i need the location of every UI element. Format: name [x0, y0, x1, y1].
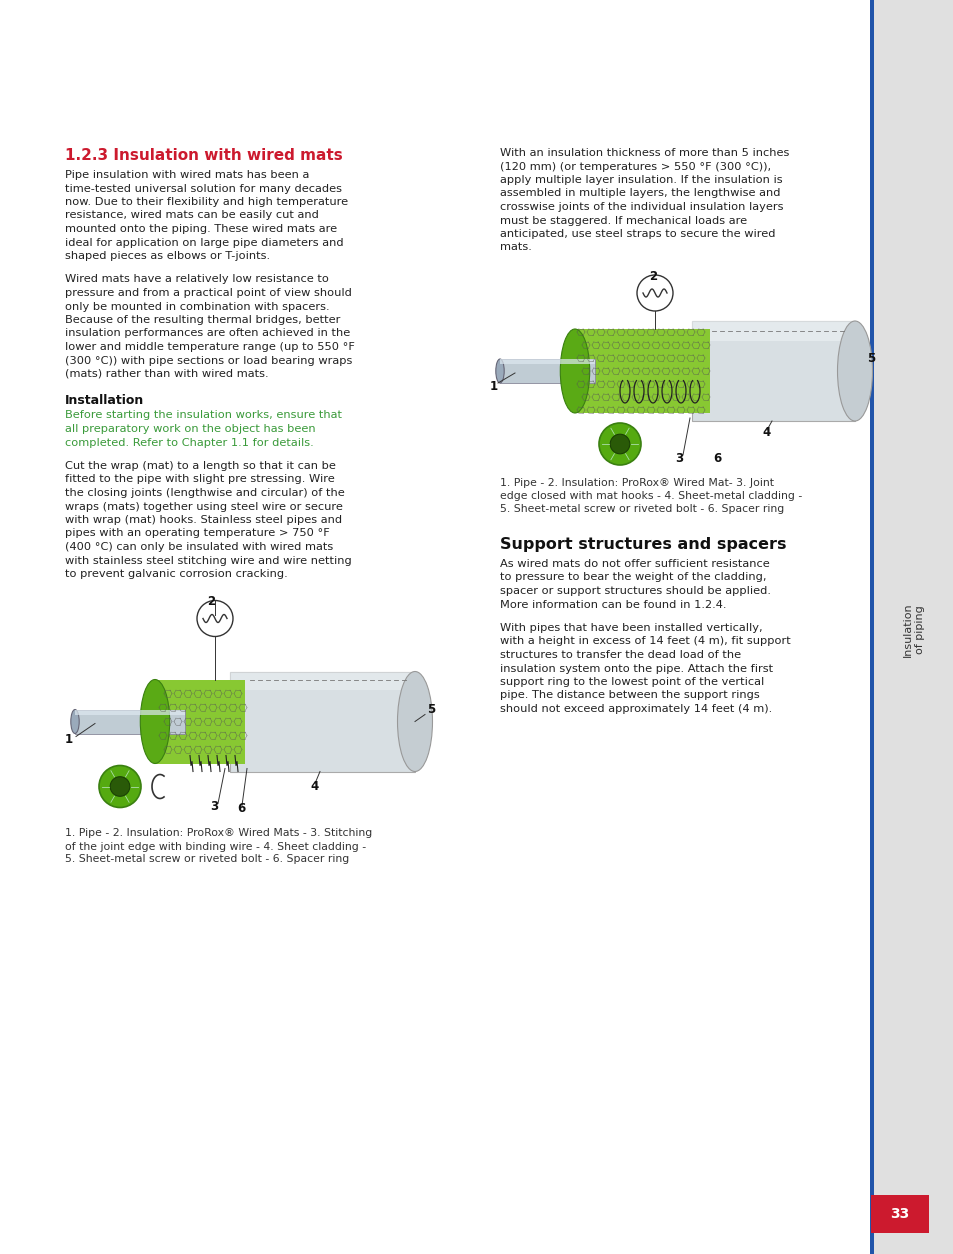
- Text: 5. Sheet-metal screw or riveted bolt - 6. Spacer ring: 5. Sheet-metal screw or riveted bolt - 6…: [65, 854, 349, 864]
- Text: support ring to the lowest point of the vertical: support ring to the lowest point of the …: [499, 677, 763, 687]
- Polygon shape: [75, 710, 185, 715]
- Ellipse shape: [598, 423, 640, 465]
- Polygon shape: [691, 321, 854, 341]
- Text: of the joint edge with binding wire - 4. Sheet cladding -: of the joint edge with binding wire - 4.…: [65, 841, 366, 851]
- Text: 1. Pipe - 2. Insulation: ProRox® Wired Mat- 3. Joint: 1. Pipe - 2. Insulation: ProRox® Wired M…: [499, 478, 773, 488]
- Text: pipes with an operating temperature > 750 °F: pipes with an operating temperature > 75…: [65, 528, 330, 538]
- Text: 1.2.3 Insulation with wired mats: 1.2.3 Insulation with wired mats: [65, 148, 342, 163]
- Bar: [869, 0, 873, 1254]
- Text: Cut the wrap (mat) to a length so that it can be: Cut the wrap (mat) to a length so that i…: [65, 461, 335, 472]
- Text: all preparatory work on the object has been: all preparatory work on the object has b…: [65, 424, 315, 434]
- Text: 5. Sheet-metal screw or riveted bolt - 6. Spacer ring: 5. Sheet-metal screw or riveted bolt - 6…: [499, 504, 783, 514]
- Text: With an insulation thickness of more than 5 inches: With an insulation thickness of more tha…: [499, 148, 788, 158]
- Ellipse shape: [196, 601, 233, 637]
- Text: insulation performances are often achieved in the: insulation performances are often achiev…: [65, 329, 350, 339]
- Text: (mats) rather than with wired mats.: (mats) rather than with wired mats.: [65, 369, 269, 379]
- Polygon shape: [230, 671, 415, 771]
- Bar: [870, 1195, 928, 1233]
- Text: insulation system onto the pipe. Attach the first: insulation system onto the pipe. Attach …: [499, 663, 772, 673]
- Text: 4: 4: [761, 426, 769, 439]
- Polygon shape: [75, 710, 185, 734]
- Text: with a height in excess of 14 feet (4 m), fit support: with a height in excess of 14 feet (4 m)…: [499, 637, 790, 647]
- Text: 1: 1: [490, 380, 497, 393]
- Text: With pipes that have been installed vertically,: With pipes that have been installed vert…: [499, 623, 761, 633]
- Text: apply multiple layer insulation. If the insulation is: apply multiple layer insulation. If the …: [499, 176, 781, 186]
- Text: Support structures and spacers: Support structures and spacers: [499, 537, 785, 552]
- Polygon shape: [575, 329, 709, 413]
- Polygon shape: [499, 359, 595, 364]
- Bar: [873, 0, 953, 1254]
- Text: More information can be found in 1.2.4.: More information can be found in 1.2.4.: [499, 599, 726, 609]
- Text: the closing joints (lengthwise and circular) of the: the closing joints (lengthwise and circu…: [65, 488, 344, 498]
- Ellipse shape: [559, 329, 589, 413]
- Text: 1. Pipe - 2. Insulation: ProRox® Wired Mats - 3. Stitching: 1. Pipe - 2. Insulation: ProRox® Wired M…: [65, 829, 372, 839]
- Text: to pressure to bear the weight of the cladding,: to pressure to bear the weight of the cl…: [499, 573, 765, 583]
- Text: fitted to the pipe with slight pre stressing. Wire: fitted to the pipe with slight pre stres…: [65, 474, 335, 484]
- Text: Insulation
of piping: Insulation of piping: [902, 603, 923, 657]
- Text: 5: 5: [427, 703, 435, 716]
- Text: mats.: mats.: [499, 242, 532, 252]
- Ellipse shape: [637, 275, 672, 311]
- Text: anticipated, use steel straps to secure the wired: anticipated, use steel straps to secure …: [499, 229, 775, 240]
- Text: 6: 6: [712, 451, 720, 464]
- Text: pressure and from a practical point of view should: pressure and from a practical point of v…: [65, 288, 352, 298]
- Text: shaped pieces as elbows or T-joints.: shaped pieces as elbows or T-joints.: [65, 251, 270, 261]
- Polygon shape: [230, 671, 415, 690]
- Text: (300 °C)) with pipe sections or load bearing wraps: (300 °C)) with pipe sections or load bea…: [65, 355, 352, 365]
- Text: Installation: Installation: [65, 395, 144, 408]
- Polygon shape: [499, 359, 595, 382]
- Text: with stainless steel stitching wire and wire netting: with stainless steel stitching wire and …: [65, 556, 352, 566]
- Text: ideal for application on large pipe diameters and: ideal for application on large pipe diam…: [65, 237, 343, 247]
- Text: edge closed with mat hooks - 4. Sheet-metal cladding -: edge closed with mat hooks - 4. Sheet-me…: [499, 492, 801, 502]
- Text: assembled in multiple layers, the lengthwise and: assembled in multiple layers, the length…: [499, 188, 780, 198]
- Text: should not exceed approximately 14 feet (4 m).: should not exceed approximately 14 feet …: [499, 703, 771, 714]
- Text: pipe. The distance between the support rings: pipe. The distance between the support r…: [499, 691, 759, 701]
- Text: Because of the resulting thermal bridges, better: Because of the resulting thermal bridges…: [65, 315, 340, 325]
- Ellipse shape: [111, 776, 130, 796]
- Ellipse shape: [140, 680, 170, 764]
- Ellipse shape: [496, 359, 504, 382]
- Text: lower and middle temperature range (up to 550 °F: lower and middle temperature range (up t…: [65, 342, 355, 352]
- Text: spacer or support structures should be applied.: spacer or support structures should be a…: [499, 586, 770, 596]
- Text: 3: 3: [675, 451, 682, 464]
- Text: resistance, wired mats can be easily cut and: resistance, wired mats can be easily cut…: [65, 211, 318, 221]
- Text: wraps (mats) together using steel wire or secure: wraps (mats) together using steel wire o…: [65, 502, 342, 512]
- Polygon shape: [154, 680, 245, 764]
- Text: 33: 33: [889, 1208, 908, 1221]
- Ellipse shape: [397, 671, 432, 771]
- Text: 4: 4: [310, 780, 318, 793]
- Text: 6: 6: [236, 803, 245, 815]
- Text: 2: 2: [648, 270, 657, 282]
- Text: Before starting the insulation works, ensure that: Before starting the insulation works, en…: [65, 410, 341, 420]
- Ellipse shape: [99, 765, 141, 808]
- Text: now. Due to their flexibility and high temperature: now. Due to their flexibility and high t…: [65, 197, 348, 207]
- Text: 5: 5: [866, 352, 874, 365]
- Text: 2: 2: [207, 594, 214, 608]
- Text: mounted onto the piping. These wired mats are: mounted onto the piping. These wired mat…: [65, 224, 336, 234]
- Text: Wired mats have a relatively low resistance to: Wired mats have a relatively low resista…: [65, 275, 329, 285]
- Text: 1: 1: [65, 734, 73, 746]
- Text: 3: 3: [210, 800, 218, 813]
- Text: As wired mats do not offer sufficient resistance: As wired mats do not offer sufficient re…: [499, 559, 769, 569]
- Text: only be mounted in combination with spacers.: only be mounted in combination with spac…: [65, 301, 330, 311]
- Ellipse shape: [837, 321, 872, 421]
- Text: (400 °C) can only be insulated with wired mats: (400 °C) can only be insulated with wire…: [65, 542, 333, 552]
- Text: time-tested universal solution for many decades: time-tested universal solution for many …: [65, 183, 341, 193]
- Text: to prevent galvanic corrosion cracking.: to prevent galvanic corrosion cracking.: [65, 569, 288, 579]
- Text: completed. Refer to Chapter 1.1 for details.: completed. Refer to Chapter 1.1 for deta…: [65, 438, 314, 448]
- Text: (120 mm) (or temperatures > 550 °F (300 °C)),: (120 mm) (or temperatures > 550 °F (300 …: [499, 162, 770, 172]
- Text: crosswise joints of the individual insulation layers: crosswise joints of the individual insul…: [499, 202, 782, 212]
- Text: with wrap (mat) hooks. Stainless steel pipes and: with wrap (mat) hooks. Stainless steel p…: [65, 515, 342, 525]
- Text: Pipe insulation with wired mats has been a: Pipe insulation with wired mats has been…: [65, 171, 309, 181]
- Text: structures to transfer the dead load of the: structures to transfer the dead load of …: [499, 650, 740, 660]
- Text: must be staggered. If mechanical loads are: must be staggered. If mechanical loads a…: [499, 216, 746, 226]
- Ellipse shape: [610, 434, 629, 454]
- Polygon shape: [691, 321, 854, 421]
- Ellipse shape: [71, 710, 79, 734]
